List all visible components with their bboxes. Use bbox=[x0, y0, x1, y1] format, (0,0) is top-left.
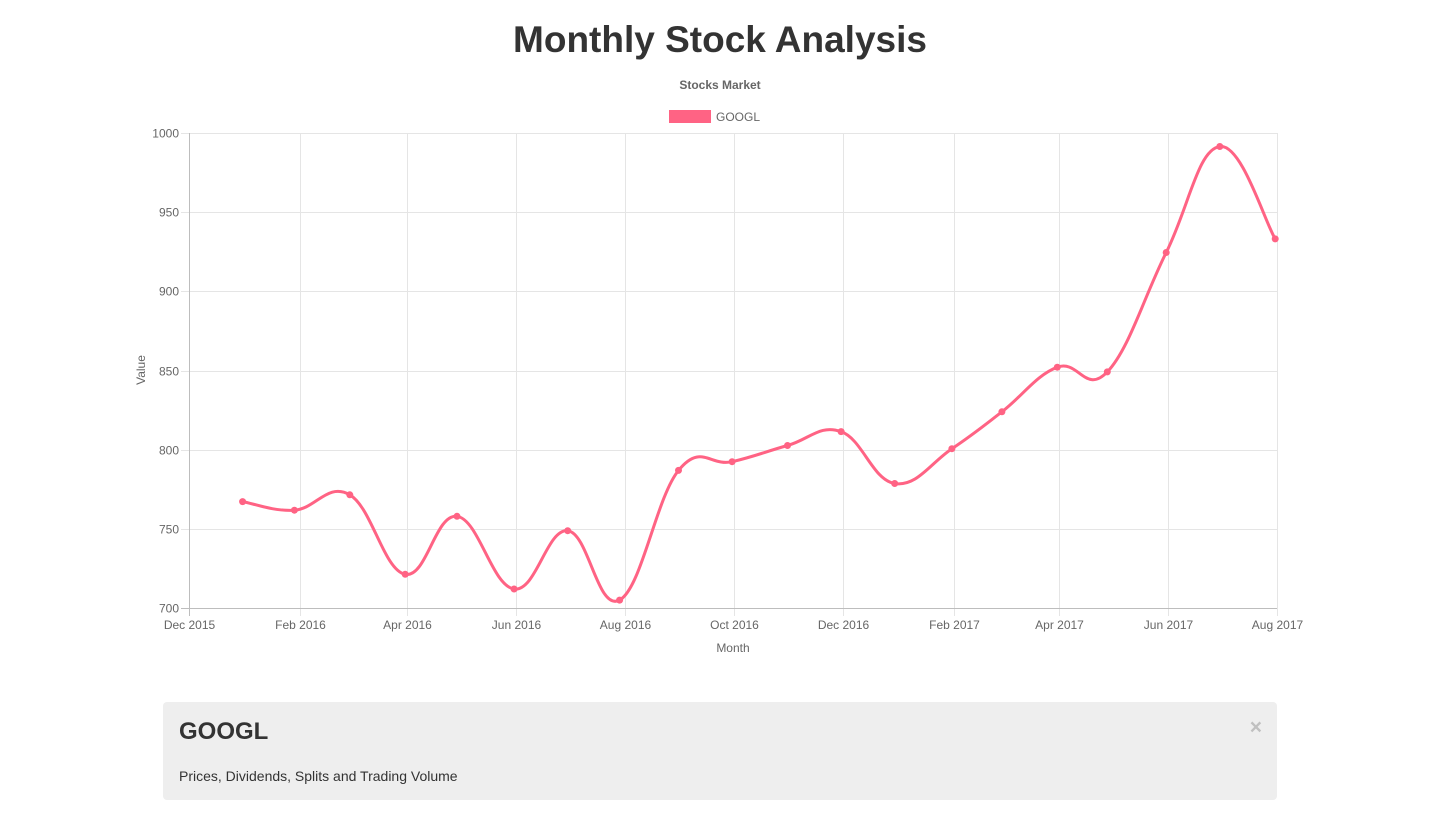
x-axis-label: Month bbox=[716, 641, 749, 655]
data-point[interactable] bbox=[1103, 368, 1111, 376]
x-tick-label: Dec 2016 bbox=[818, 618, 870, 632]
data-point[interactable] bbox=[401, 570, 409, 578]
data-point[interactable] bbox=[837, 428, 845, 436]
x-tick-label: Apr 2016 bbox=[383, 618, 432, 632]
close-icon[interactable]: × bbox=[1249, 716, 1262, 739]
data-point[interactable] bbox=[784, 442, 791, 449]
x-tick-label: Aug 2017 bbox=[1252, 618, 1304, 632]
x-tick-label: Jun 2017 bbox=[1144, 618, 1194, 632]
y-axis-label: Value bbox=[134, 355, 148, 385]
legend-label[interactable]: GOOGL bbox=[716, 110, 760, 124]
data-point[interactable] bbox=[346, 491, 354, 499]
chart-title: Stocks Market bbox=[679, 78, 760, 92]
page-title: Monthly Stock Analysis bbox=[513, 19, 927, 60]
y-tick-label: 850 bbox=[159, 365, 179, 379]
x-tick-label: Feb 2017 bbox=[929, 618, 980, 632]
x-tick-label: Oct 2016 bbox=[710, 618, 759, 632]
y-tick-label: 950 bbox=[159, 206, 179, 220]
info-heading: GOOGL bbox=[179, 718, 269, 745]
data-point[interactable] bbox=[891, 480, 899, 487]
y-tick-label: 900 bbox=[159, 285, 179, 299]
chart-series bbox=[239, 143, 1279, 604]
x-tick-label: Apr 2017 bbox=[1035, 618, 1084, 632]
info-panel: GOOGL Prices, Dividends, Splits and Trad… bbox=[163, 702, 1277, 800]
data-point[interactable] bbox=[239, 498, 247, 506]
data-point[interactable] bbox=[998, 408, 1006, 416]
data-point[interactable] bbox=[510, 585, 518, 593]
data-point[interactable] bbox=[675, 466, 682, 474]
info-description: Prices, Dividends, Splits and Trading Vo… bbox=[179, 768, 458, 784]
data-point[interactable] bbox=[728, 458, 736, 466]
x-axis-ticks: Dec 2015 Feb 2016 Apr 2016 Jun 2016 Aug 2016… bbox=[164, 618, 1304, 632]
data-point[interactable] bbox=[1162, 249, 1170, 256]
data-point[interactable] bbox=[1053, 363, 1061, 371]
data-point[interactable] bbox=[564, 527, 572, 535]
x-tick-label: Aug 2016 bbox=[600, 618, 652, 632]
y-tick-label: 1000 bbox=[152, 127, 179, 141]
data-point[interactable] bbox=[453, 512, 461, 520]
data-point[interactable] bbox=[1271, 235, 1279, 243]
data-point[interactable] bbox=[290, 506, 298, 514]
y-axis-ticks: 700 750 800 850 900 950 1000 bbox=[152, 127, 179, 616]
x-tick-label: Feb 2016 bbox=[275, 618, 326, 632]
y-tick-label: 700 bbox=[159, 602, 179, 616]
data-point[interactable] bbox=[948, 445, 956, 453]
legend-swatch[interactable] bbox=[669, 110, 711, 123]
data-point[interactable] bbox=[1216, 143, 1224, 150]
chart-axes bbox=[181, 133, 1277, 616]
x-tick-label: Dec 2015 bbox=[164, 618, 216, 632]
x-tick-label: Jun 2016 bbox=[492, 618, 542, 632]
line-chart: Stocks Market GOOGL 700 750 800 850 900 950 10… bbox=[134, 78, 1304, 655]
y-tick-label: 750 bbox=[159, 523, 179, 537]
y-tick-label: 800 bbox=[159, 444, 179, 458]
data-point[interactable] bbox=[616, 596, 624, 604]
chart-grid bbox=[181, 133, 1278, 616]
chart-legend[interactable]: GOOGL bbox=[669, 110, 760, 124]
series-line bbox=[241, 145, 1277, 603]
